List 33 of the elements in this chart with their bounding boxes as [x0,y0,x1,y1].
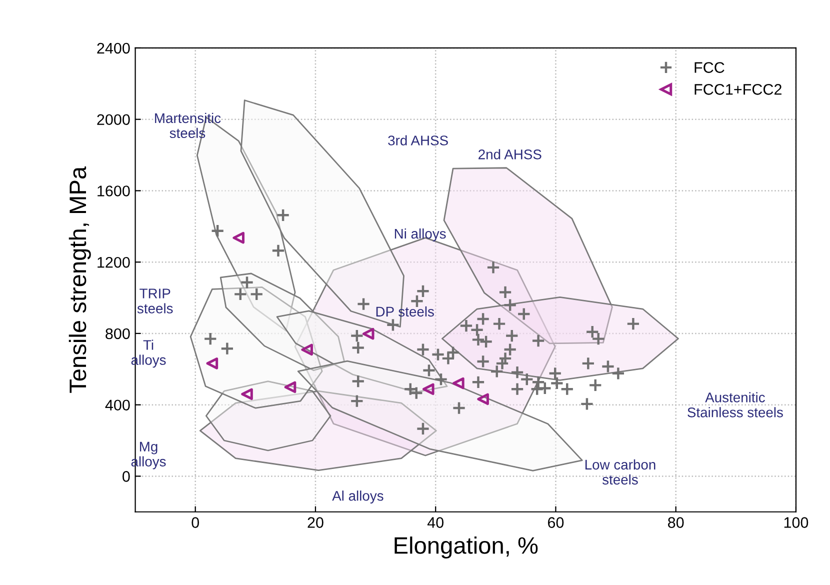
legend-label: FCC [694,62,724,73]
legend-label: FCC1+FCC2 [694,84,782,95]
point [477,393,489,406]
point [232,232,245,244]
y-tick-label: 2000 [97,114,130,126]
point [301,344,313,356]
point [206,358,218,370]
x-axis-title: Elongation, % [394,536,538,559]
point [284,381,296,394]
x-tick-label: 60 [548,517,564,528]
y-axis-title: Tensile strength, MPa [68,166,91,393]
point [452,377,464,390]
y-tick-label: 1200 [98,256,130,268]
annotation: Ni alloys [394,228,446,242]
y-tick-label: 2400 [97,42,130,54]
annotation: Low carbon steels [585,459,656,485]
point [362,328,374,340]
y-tick-label: 0 [122,471,130,482]
y-tick-label: 400 [105,400,130,411]
x-tick-label: 40 [427,517,444,528]
point [422,383,434,396]
point [241,388,253,400]
x-tick-label: 20 [308,517,324,528]
annotation: TRIP steels [137,288,173,314]
annotation: Al alloys [332,490,384,504]
x-tick-label: 80 [668,517,684,528]
annotation: 2nd AHSS [478,149,542,160]
x-tick-label: 0 [192,517,200,528]
x-tick-label: 100 [784,517,808,528]
y-tick-label: 800 [106,328,130,340]
annotation: Austenitic Stainless steels [688,392,783,418]
annotation: 3rd AHSS [388,135,448,146]
y-tick-label: 1600 [98,186,130,196]
